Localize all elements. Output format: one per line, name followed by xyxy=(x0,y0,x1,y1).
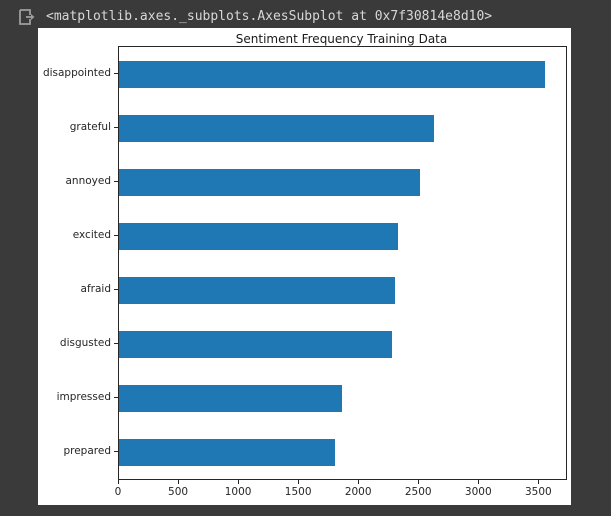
y-tick-label-disgusted: disgusted xyxy=(59,337,111,349)
x-tick-mark xyxy=(478,480,480,484)
bar-annoyed xyxy=(119,168,421,196)
y-tick-mark xyxy=(114,397,118,398)
y-tick-label-grateful: grateful xyxy=(69,121,111,133)
bar-grateful xyxy=(119,114,434,142)
y-tick-label-afraid: afraid xyxy=(80,283,111,295)
y-tick-mark xyxy=(114,343,118,344)
plot-area xyxy=(118,46,567,480)
y-tick-mark xyxy=(114,127,118,128)
cell-output-indicator-icon xyxy=(19,9,35,25)
y-tick-mark xyxy=(114,73,118,74)
x-tick-label-1000: 1000 xyxy=(224,486,252,498)
x-tick-mark xyxy=(538,480,540,484)
y-tick-label-excited: excited xyxy=(72,229,111,241)
y-tick-label-impressed: impressed xyxy=(56,391,111,403)
x-tick-label-500: 500 xyxy=(168,486,189,498)
x-tick-label-0: 0 xyxy=(114,486,122,498)
bar-prepared xyxy=(119,438,335,466)
y-tick-label-disappointed: disappointed xyxy=(42,67,111,79)
x-tick-label-1500: 1500 xyxy=(284,486,312,498)
x-tick-label-3000: 3000 xyxy=(464,486,492,498)
bar-disgusted xyxy=(119,330,392,358)
matplotlib-figure: Sentiment Frequency Training Data disapp… xyxy=(38,28,571,505)
x-tick-mark xyxy=(418,480,420,484)
y-tick-mark xyxy=(114,235,118,236)
x-tick-label-3500: 3500 xyxy=(524,486,552,498)
chart-title: Sentiment Frequency Training Data xyxy=(235,32,448,46)
x-tick-mark xyxy=(178,480,180,484)
output-repr-text: <matplotlib.axes._subplots.AxesSubplot a… xyxy=(46,9,493,24)
x-tick-mark xyxy=(238,480,240,484)
x-tick-label-2500: 2500 xyxy=(404,486,432,498)
x-tick-label-2000: 2000 xyxy=(344,486,372,498)
y-tick-mark xyxy=(114,289,118,290)
x-tick-mark xyxy=(298,480,300,484)
x-tick-mark xyxy=(358,480,360,484)
bar-impressed xyxy=(119,384,342,412)
y-tick-mark xyxy=(114,451,118,452)
bar-disappointed xyxy=(119,60,545,88)
bar-excited xyxy=(119,222,398,250)
y-tick-label-prepared: prepared xyxy=(63,445,111,457)
y-tick-label-annoyed: annoyed xyxy=(65,175,111,187)
bar-afraid xyxy=(119,276,396,304)
y-tick-mark xyxy=(114,181,118,182)
x-tick-mark xyxy=(118,480,119,484)
